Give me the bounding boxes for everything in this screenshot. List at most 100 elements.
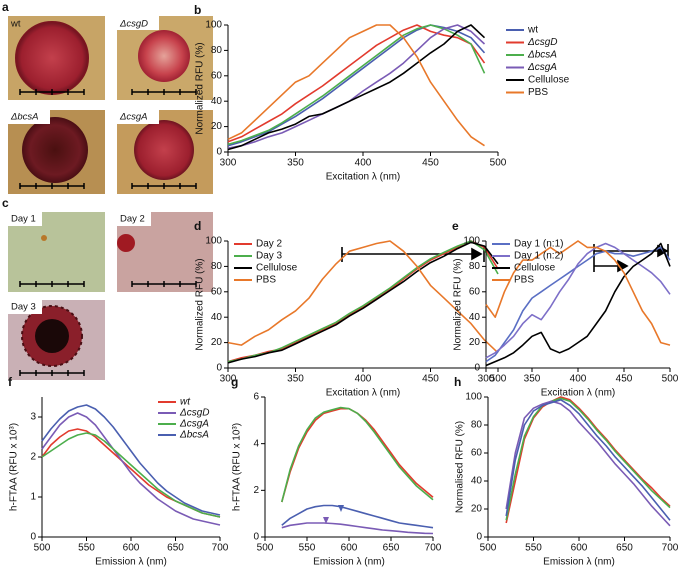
x-tick-label: 350 [287,158,304,169]
panel-label: a [2,0,9,14]
series-line [485,246,671,363]
image-label: Day 2 [120,214,145,225]
x-tick-label: 500 [490,374,507,385]
x-tick-label: 600 [341,543,358,554]
series-line [227,240,499,354]
y-tick-label: 2 [253,485,259,496]
image-label: Day 3 [11,302,36,313]
panel-label: h [454,375,461,389]
panel-label: d [194,219,201,233]
photo [8,110,105,194]
image-label: Day 1 [11,214,36,225]
x-tick-label: 650 [616,543,633,554]
x-tick-label: 300 [220,374,237,385]
panel-label: e [452,219,459,233]
legend-label: Day 3 [256,251,283,262]
peak-marker [323,505,344,524]
y-tick-label: 60 [211,286,223,297]
x-tick-label: 500 [480,543,497,554]
series-line [41,432,221,518]
x-tick-label: 550 [78,543,95,554]
y-tick-label: 0 [216,363,222,374]
y-axis-label: Normalized RFU (%) [195,258,206,350]
legend-label: ΔcsgA [527,62,557,73]
y-axis-label: Normalised RFU (%) [455,421,466,513]
series-line [227,24,486,147]
x-tick-label: 500 [34,543,51,554]
x-tick-label: 300 [220,158,237,169]
y-tick-label: 80 [211,261,223,272]
image-label: wt [10,19,21,30]
x-tick-label: 550 [525,543,542,554]
x-tick-label: 350 [524,374,541,385]
x-tick-label: 500 [662,374,679,385]
y-tick-label: 100 [205,20,222,31]
series-line [227,241,499,364]
x-tick-label: 700 [662,543,679,554]
image-label: ΔcsgD [119,19,148,30]
y-tick-label: 100 [205,236,222,247]
y-tick-label: 0 [253,532,259,543]
panel-label: c [2,196,9,210]
y-tick-label: 4 [253,438,259,449]
series-line [281,406,434,503]
y-axis-label: h-FTAA (RFU x 10³) [9,423,20,511]
x-axis-label: Excitation λ (nm) [326,172,400,183]
y-tick-label: 80 [211,45,223,56]
y-tick-label: 40 [211,96,223,107]
x-axis-label: Emission λ (nm) [543,557,615,568]
y-tick-label: 60 [211,70,223,81]
y-tick-label: 3 [30,412,36,423]
legend-label: Cellulose [528,75,570,86]
series-line [505,400,671,527]
y-tick-label: 60 [469,286,481,297]
x-tick-label: 400 [355,158,372,169]
image-label: ΔbcsA [10,112,39,123]
image-label: ΔcsgA [119,112,148,123]
series-line [281,504,434,529]
legend-label: PBS [528,87,548,98]
y-tick-label: 0 [216,147,222,158]
x-tick-label: 550 [299,543,316,554]
y-tick-label: 40 [211,312,223,323]
series-line [227,24,486,146]
panel-label: b [194,3,201,17]
x-tick-label: 400 [570,374,587,385]
y-tick-label: 80 [471,420,483,431]
series-line [485,240,671,346]
x-tick-label: 650 [383,543,400,554]
series-line [227,24,486,143]
y-axis-label: Normalized RFU (%) [453,258,464,350]
legend-label: PBS [256,275,276,286]
x-axis-label: Excitation λ (nm) [326,388,400,399]
x-tick-label: 450 [616,374,633,385]
x-axis-label: Emission λ (nm) [313,557,385,568]
legend-label: wt [180,397,191,408]
series-line [485,242,671,359]
y-axis-label: Normalized RFU (%) [195,42,206,134]
y-tick-label: 40 [471,476,483,487]
y-tick-label: 20 [471,504,483,515]
x-tick-label: 700 [212,543,229,554]
legend-label: Day 1 (n:1) [514,239,563,250]
series-line [227,24,486,151]
x-tick-label: 600 [571,543,588,554]
y-tick-label: 2 [30,452,36,463]
x-tick-label: 500 [490,158,507,169]
x-tick-label: 650 [167,543,184,554]
legend-label: Cellulose [514,263,556,274]
y-tick-label: 60 [471,448,483,459]
x-tick-label: 350 [287,374,304,385]
legend-label: PBS [514,275,534,286]
y-tick-label: 100 [463,236,480,247]
y-axis-label: h-FTAA (RFU x 10³) [232,423,243,511]
series-line [505,399,671,521]
legend-label: ΔbcsA [179,430,209,441]
x-axis-label: Emission λ (nm) [95,557,167,568]
legend-label: ΔcsgD [527,37,558,48]
panel-label: f [8,375,13,389]
y-tick-label: 6 [253,392,259,403]
legend-label: ΔcsgA [179,419,209,430]
y-tick-label: 20 [211,337,223,348]
series-line [41,412,221,526]
